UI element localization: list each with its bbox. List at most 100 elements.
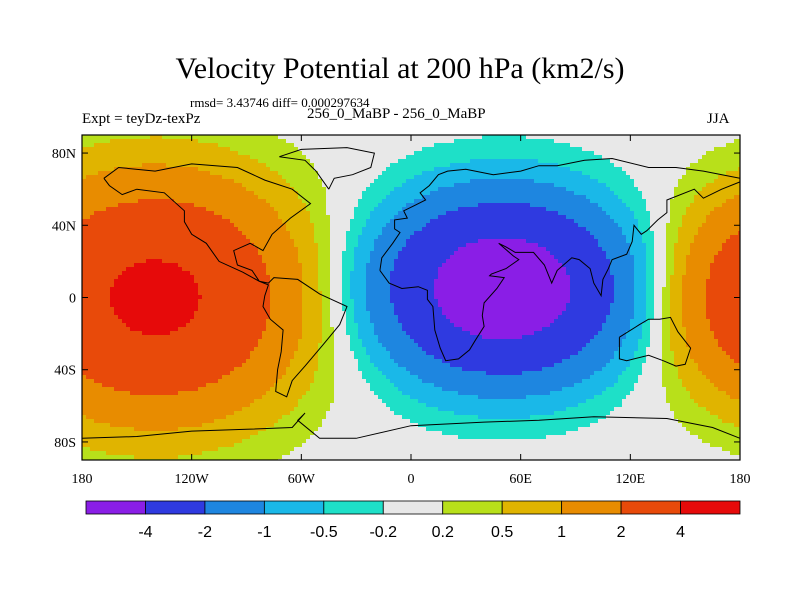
field-cell [294,239,299,244]
field-cell [134,275,139,280]
field-cell [174,271,179,276]
field-cell [138,327,143,332]
field-cell [238,255,243,260]
field-cell [234,155,239,160]
field-cell [114,379,119,384]
field-cell [198,279,203,284]
field-cell [150,359,155,364]
field-cell [98,223,103,228]
field-cell [314,455,319,460]
field-cell [282,451,287,456]
field-cell [290,447,295,452]
field-cell [150,299,155,304]
field-cell [198,355,203,360]
field-cell [154,347,159,352]
field-cell [210,167,215,172]
field-cell [166,383,171,388]
field-cell [306,319,311,324]
field-cell [182,343,187,348]
field-cell [182,283,187,288]
field-cell [314,295,319,300]
field-cell [282,295,287,300]
field-cell [118,419,123,424]
field-cell [306,207,311,212]
field-cell [310,163,315,168]
field-cell [194,151,199,156]
field-cell [146,447,151,452]
field-cell [250,159,255,164]
field-cell [262,287,267,292]
field-cell [150,431,155,436]
field-cell [198,263,203,268]
field-cell [222,203,227,208]
field-cell [222,287,227,292]
field-cell [290,403,295,408]
field-cell [226,419,231,424]
field-cell [190,411,195,416]
field-cell [226,307,231,312]
field-cell [82,407,87,412]
field-cell [238,447,243,452]
field-cell [198,335,203,340]
field-cell [318,415,323,420]
field-cell [158,163,163,168]
field-cell [222,363,227,368]
field-cell [282,351,287,356]
field-cell [122,447,127,452]
field-cell [262,395,267,400]
field-cell [250,327,255,332]
field-cell [142,327,147,332]
field-cell [246,155,251,160]
field-cell [294,191,299,196]
field-cell [186,355,191,360]
field-cell [194,327,199,332]
field-cell [90,339,95,344]
field-cell [166,207,171,212]
field-cell [158,259,163,264]
field-cell [178,227,183,232]
field-cell [298,327,303,332]
field-cell [126,335,131,340]
field-cell [102,211,107,216]
field-cell [134,191,139,196]
field-cell [270,231,275,236]
field-cell [178,239,183,244]
field-cell [142,287,147,292]
field-cell [202,179,207,184]
field-cell [178,287,183,292]
field-cell [158,279,163,284]
field-cell [198,231,203,236]
field-cell [102,323,107,328]
field-cell [166,331,171,336]
field-cell [262,235,267,240]
field-cell [114,343,119,348]
field-cell [198,423,203,428]
field-cell [154,159,159,164]
field-cell [238,299,243,304]
field-cell [150,323,155,328]
field-cell [270,435,275,440]
field-cell [238,311,243,316]
field-cell [94,159,99,164]
field-cell [234,443,239,448]
field-cell [298,175,303,180]
field-cell [118,287,123,292]
field-cell [210,335,215,340]
field-cell [162,347,167,352]
field-cell [266,419,271,424]
field-cell [130,347,135,352]
field-cell [246,199,251,204]
field-cell [94,219,99,224]
field-cell [138,451,143,456]
field-cell [114,387,119,392]
field-cell [114,383,119,388]
field-cell [246,431,251,436]
field-cell [98,147,103,152]
field-cell [86,447,91,452]
field-cell [102,135,107,140]
field-cell [110,355,115,360]
field-cell [234,359,239,364]
field-cell [166,351,171,356]
field-cell [206,155,211,160]
field-cell [166,247,171,252]
